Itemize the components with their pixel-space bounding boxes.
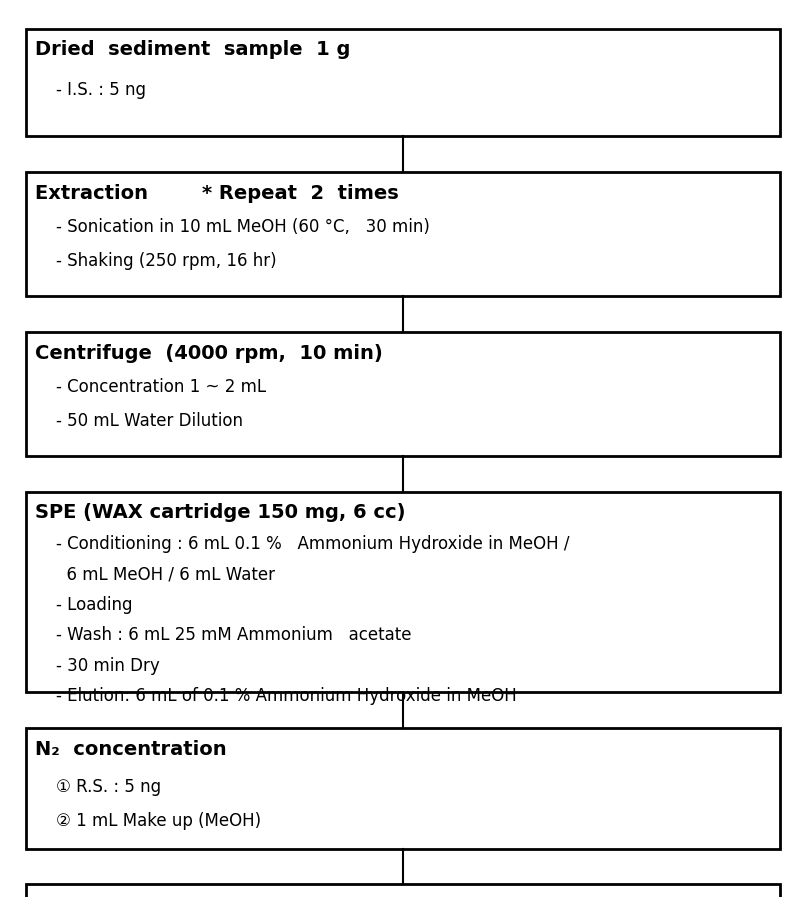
Bar [26,29,780,136]
Text: Dried  sediment  sample  1 g: Dried sediment sample 1 g [35,40,351,59]
Bar [26,492,780,692]
Bar [26,332,780,456]
Text: - Loading: - Loading [35,596,133,614]
Text: - I.S. : 5 ng: - I.S. : 5 ng [35,81,147,99]
Text: ② 1 mL Make up (MeOH): ② 1 mL Make up (MeOH) [35,812,262,830]
Text: SPE (WAX cartridge 150 mg, 6 cc): SPE (WAX cartridge 150 mg, 6 cc) [35,503,406,522]
Text: - Conditioning : 6 mL 0.1 %   Ammonium Hydroxide in MeOH /: - Conditioning : 6 mL 0.1 % Ammonium Hyd… [35,535,570,553]
Text: LC-MS/MS: LC-MS/MS [35,896,144,897]
Bar [26,172,780,296]
Bar [26,728,780,849]
Text: Extraction        * Repeat  2  times: Extraction * Repeat 2 times [35,184,399,203]
Text: - Shaking (250 rpm, 16 hr): - Shaking (250 rpm, 16 hr) [35,252,277,270]
Text: Centrifuge  (4000 rpm,  10 min): Centrifuge (4000 rpm, 10 min) [35,344,383,362]
Bar [26,884,780,897]
Text: N₂  concentration: N₂ concentration [35,740,227,759]
Text: ① R.S. : 5 ng: ① R.S. : 5 ng [35,778,161,796]
Text: - 50 mL Water Dilution: - 50 mL Water Dilution [35,412,243,430]
Text: 6 mL MeOH / 6 mL Water: 6 mL MeOH / 6 mL Water [35,565,276,583]
Text: - 30 min Dry: - 30 min Dry [35,657,160,675]
Text: - Concentration 1 ~ 2 mL: - Concentration 1 ~ 2 mL [35,378,267,396]
Text: - Sonication in 10 mL MeOH (60 °C,   30 min): - Sonication in 10 mL MeOH (60 °C, 30 mi… [35,218,430,236]
Text: - Elution: 6 mL of 0.1 % Ammonium Hydroxide in MeOH: - Elution: 6 mL of 0.1 % Ammonium Hydrox… [35,687,517,705]
Text: - Wash : 6 mL 25 mM Ammonium   acetate: - Wash : 6 mL 25 mM Ammonium acetate [35,626,412,644]
